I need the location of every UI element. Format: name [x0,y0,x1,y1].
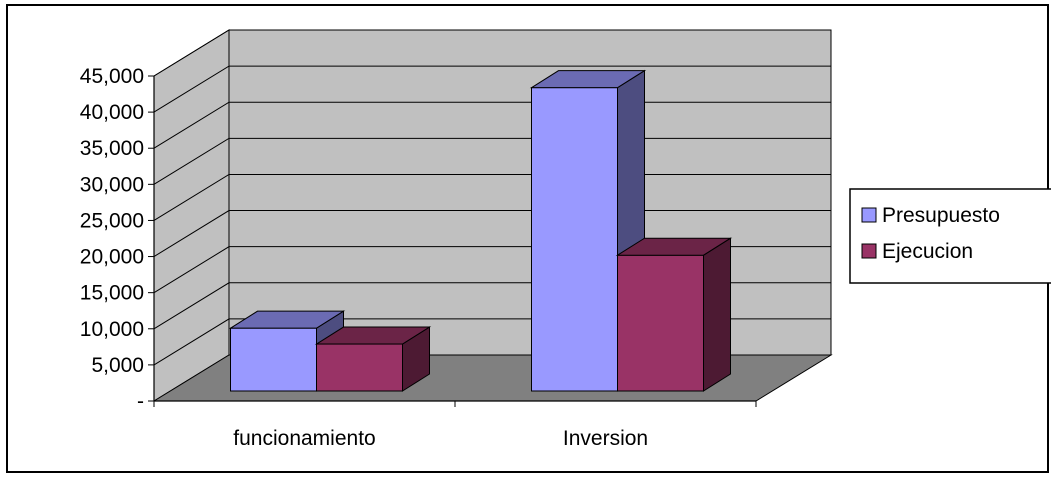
bar-top [228,310,346,329]
bar-front [531,87,618,392]
y-tick-label: 40,000 [80,101,144,124]
y-tick-label: 25,000 [80,209,144,232]
x-axis-category-labels: funcionamiento Inversion [233,427,648,450]
side-wall [153,29,230,402]
y-tick-label: 45,000 [80,65,144,88]
bar-front [617,254,704,392]
y-axis-tick-labels: - 5,000 10,000 15,000 20,000 25,000 30,000 35,0… [80,65,144,413]
bar-front [230,327,317,392]
bars [228,69,733,392]
legend: Presupuesto Ejecucion [849,188,1051,284]
gridline [153,29,831,77]
x-category-label: funcionamiento [233,427,375,450]
bar-ejecucion-inversion [615,237,733,392]
axes [148,75,757,407]
bar-top [615,237,733,256]
bar-top [314,326,432,345]
legend-swatch [861,243,877,259]
y-tick-label: 10,000 [80,318,144,341]
back-wall [228,29,832,356]
legend-box [849,188,1051,284]
bar-front [316,343,403,392]
y-tick-label: - [137,390,144,413]
bar-side [703,237,731,392]
bar-chart: - 5,000 10,000 15,000 20,000 25,000 30,000 35,0… [80,29,1051,450]
y-tick-label: 15,000 [80,282,144,305]
y-tick-label: 35,000 [80,137,144,160]
gridline [153,65,831,113]
legend-label: Presupuesto [882,204,1000,227]
chart-frame: - 5,000 10,000 15,000 20,000 25,000 30,000 35,0… [6,4,1051,473]
y-tick-label: 20,000 [80,246,144,269]
bar-ejecucion-funcionamiento [314,326,432,392]
y-tick-label: 30,000 [80,173,144,196]
y-tick-label: 5,000 [91,354,144,377]
bar-top [529,70,647,89]
x-category-label: Inversion [563,427,648,450]
legend-label: Ejecucion [882,240,973,263]
legend-swatch [861,207,877,223]
